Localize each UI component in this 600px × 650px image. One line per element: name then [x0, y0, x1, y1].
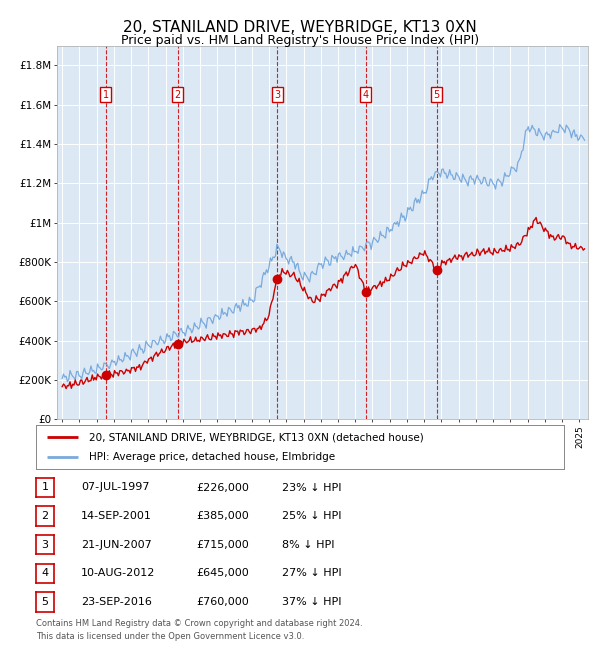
Text: 5: 5 [41, 597, 49, 607]
Text: 3: 3 [274, 90, 280, 99]
Text: 10-AUG-2012: 10-AUG-2012 [81, 568, 155, 578]
Text: 1: 1 [41, 482, 49, 493]
Text: £715,000: £715,000 [196, 540, 249, 550]
Text: 23-SEP-2016: 23-SEP-2016 [81, 597, 152, 607]
Text: £760,000: £760,000 [196, 597, 249, 607]
Text: £385,000: £385,000 [196, 511, 249, 521]
Text: 5: 5 [434, 90, 440, 99]
Text: 14-SEP-2001: 14-SEP-2001 [81, 511, 152, 521]
Text: 1: 1 [103, 90, 109, 99]
Text: 4: 4 [363, 90, 369, 99]
Text: 2: 2 [175, 90, 181, 99]
Text: 23% ↓ HPI: 23% ↓ HPI [282, 482, 341, 493]
Text: 25% ↓ HPI: 25% ↓ HPI [282, 511, 341, 521]
Text: Price paid vs. HM Land Registry's House Price Index (HPI): Price paid vs. HM Land Registry's House … [121, 34, 479, 47]
Text: This data is licensed under the Open Government Licence v3.0.: This data is licensed under the Open Gov… [36, 632, 304, 642]
Text: £226,000: £226,000 [196, 482, 249, 493]
Text: 27% ↓ HPI: 27% ↓ HPI [282, 568, 341, 578]
Text: £645,000: £645,000 [196, 568, 249, 578]
Text: 07-JUL-1997: 07-JUL-1997 [81, 482, 149, 493]
Text: 21-JUN-2007: 21-JUN-2007 [81, 540, 152, 550]
Text: 20, STANILAND DRIVE, WEYBRIDGE, KT13 0XN (detached house): 20, STANILAND DRIVE, WEYBRIDGE, KT13 0XN… [89, 432, 424, 442]
Text: 20, STANILAND DRIVE, WEYBRIDGE, KT13 0XN: 20, STANILAND DRIVE, WEYBRIDGE, KT13 0XN [123, 20, 477, 35]
Text: HPI: Average price, detached house, Elmbridge: HPI: Average price, detached house, Elmb… [89, 452, 335, 462]
Text: Contains HM Land Registry data © Crown copyright and database right 2024.: Contains HM Land Registry data © Crown c… [36, 619, 362, 629]
Text: 2: 2 [41, 511, 49, 521]
Text: 4: 4 [41, 568, 49, 578]
Text: 3: 3 [41, 540, 49, 550]
Text: 37% ↓ HPI: 37% ↓ HPI [282, 597, 341, 607]
Text: 8% ↓ HPI: 8% ↓ HPI [282, 540, 335, 550]
